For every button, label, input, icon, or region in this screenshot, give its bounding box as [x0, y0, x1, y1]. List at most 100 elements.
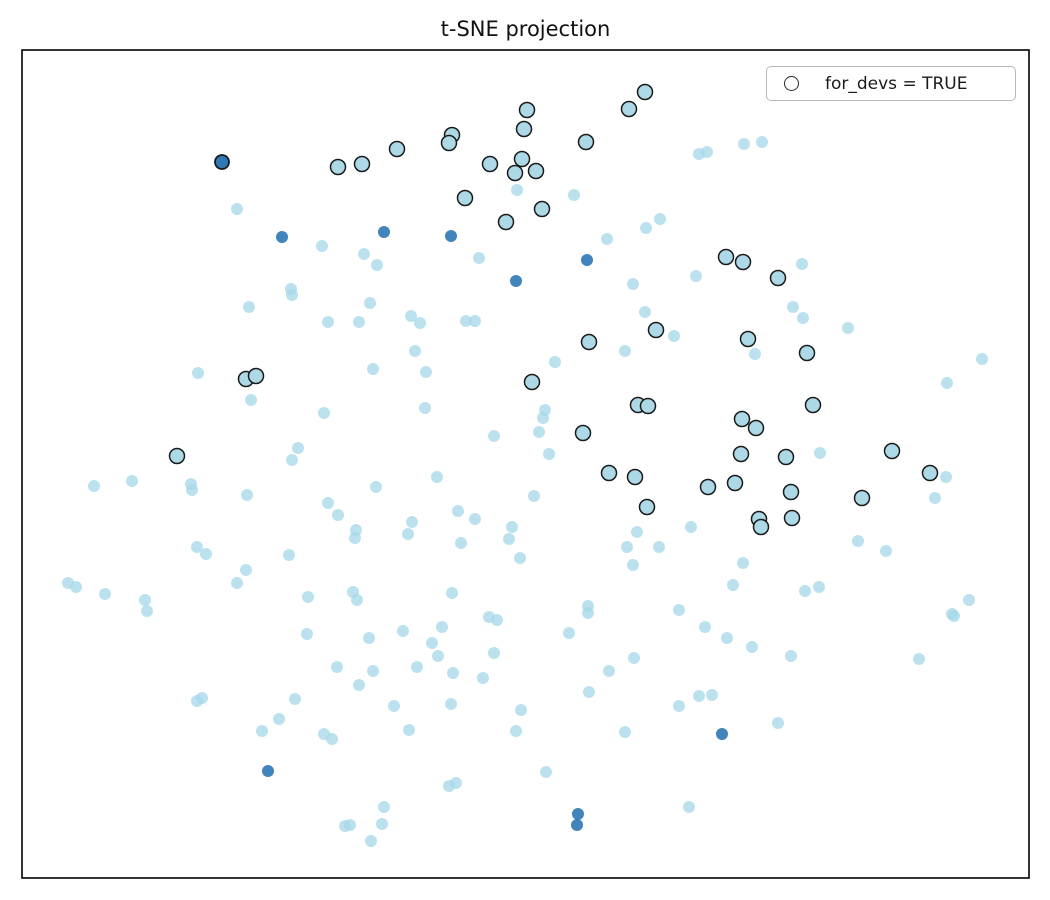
data-point-background-light [549, 356, 561, 368]
data-point-background-light [241, 489, 253, 501]
data-point-background-light [510, 725, 522, 737]
data-point-background-light [533, 426, 545, 438]
data-point-for-devs-true-light [804, 396, 822, 414]
data-point-for-devs-true-light [783, 509, 801, 527]
data-point-for-devs-true-light [523, 373, 541, 391]
data-point-background-light [488, 647, 500, 659]
data-point-background-light [426, 637, 438, 649]
data-point-background-light [318, 407, 330, 419]
data-point-background-light [349, 532, 361, 544]
data-point-for-devs-true-light [329, 158, 347, 176]
data-point-background-light [583, 686, 595, 698]
data-point-background-light [200, 548, 212, 560]
data-point-background-light [88, 480, 100, 492]
data-point-background-light [351, 594, 363, 606]
data-point-background-light [99, 588, 111, 600]
data-point-for-devs-true-light [733, 410, 751, 428]
data-point-background-light [302, 591, 314, 603]
data-point-background-light [450, 777, 462, 789]
data-point-background-dark [572, 808, 584, 820]
data-point-background-light [737, 557, 749, 569]
data-point-for-devs-true-light [497, 213, 515, 231]
data-point-background-light [455, 537, 467, 549]
data-point-background-light [409, 345, 421, 357]
data-point-background-light [376, 818, 388, 830]
data-point-background-light [799, 585, 811, 597]
data-point-background-light [654, 213, 666, 225]
data-point-for-devs-true-light [747, 419, 765, 437]
legend-open-circle-icon [784, 76, 799, 91]
data-point-for-devs-true-light [620, 100, 638, 118]
data-point-background-light [749, 348, 761, 360]
data-point-background-light [528, 490, 540, 502]
data-point-background-light [685, 521, 697, 533]
data-point-background-light [814, 447, 826, 459]
data-point-background-light [371, 259, 383, 271]
data-point-background-light [506, 521, 518, 533]
data-point-background-light [402, 528, 414, 540]
data-point-background-light [503, 533, 515, 545]
data-point-background-light [693, 690, 705, 702]
data-point-for-devs-true-light [580, 333, 598, 351]
data-point-background-light [948, 610, 960, 622]
data-point-background-light [631, 526, 643, 538]
data-point-background-light [431, 471, 443, 483]
data-point-for-devs-true-light [921, 464, 939, 482]
data-point-background-light [941, 377, 953, 389]
data-point-background-light [582, 607, 594, 619]
data-point-for-devs-true-light [527, 162, 545, 180]
legend-label: for_devs = TRUE [825, 73, 968, 94]
data-point-for-devs-true-light [732, 445, 750, 463]
data-point-background-light [515, 704, 527, 716]
data-point-background-light [231, 577, 243, 589]
data-point-background-light [537, 412, 549, 424]
data-point-background-light [322, 497, 334, 509]
data-point-for-devs-true-light [574, 424, 592, 442]
data-point-for-devs-true-light [883, 442, 901, 460]
data-point-background-light [603, 665, 615, 677]
data-point-for-devs-true-light [699, 478, 717, 496]
data-point-background-light [286, 454, 298, 466]
data-point-background-light [842, 322, 854, 334]
data-point-for-devs-true-light [577, 133, 595, 151]
data-point-background-light [344, 819, 356, 831]
data-point-background-light [746, 641, 758, 653]
data-point-background-light [447, 667, 459, 679]
data-point-background-light [240, 564, 252, 576]
data-point-background-light [322, 316, 334, 328]
data-point-background-light [411, 661, 423, 673]
data-point-background-light [414, 317, 426, 329]
data-point-background-light [388, 700, 400, 712]
data-point-background-light [469, 513, 481, 525]
data-point-background-light [963, 594, 975, 606]
data-point-background-dark [262, 765, 274, 777]
data-point-background-light [331, 661, 343, 673]
data-point-background-dark [276, 231, 288, 243]
data-point-for-devs-true-light [506, 164, 524, 182]
data-point-background-dark [581, 254, 593, 266]
data-point-background-light [627, 278, 639, 290]
data-point-for-devs-true-light [853, 489, 871, 507]
data-point-background-light [460, 315, 472, 327]
data-point-background-dark [378, 226, 390, 238]
data-point-background-light [436, 621, 448, 633]
data-point-background-light [543, 448, 555, 460]
data-point-background-light [913, 653, 925, 665]
data-point-background-dark [716, 728, 728, 740]
data-point-background-light [445, 698, 457, 710]
data-point-background-light [326, 733, 338, 745]
data-point-background-light [405, 310, 417, 322]
data-point-background-light [772, 717, 784, 729]
data-point-background-light [627, 559, 639, 571]
data-point-background-light [699, 621, 711, 633]
data-point-for-devs-true-light [717, 248, 735, 266]
data-point-for-devs-true-light [456, 189, 474, 207]
data-point-background-light [738, 138, 750, 150]
data-point-for-devs-true-light [247, 367, 265, 385]
data-point-for-devs-true-light [639, 397, 657, 415]
data-point-background-light [690, 270, 702, 282]
data-point-background-light [286, 289, 298, 301]
data-point-background-light [139, 594, 151, 606]
data-point-background-light [301, 628, 313, 640]
